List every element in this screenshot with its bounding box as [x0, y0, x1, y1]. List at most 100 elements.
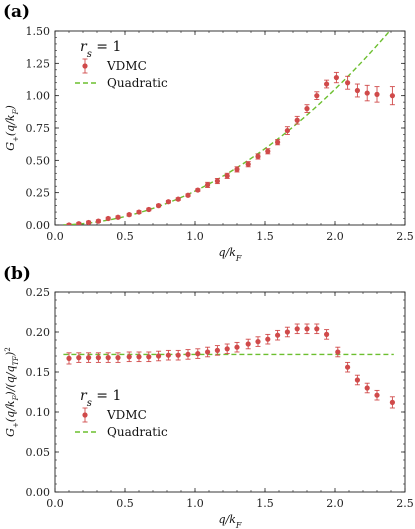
y-tick-label: 0.05 — [26, 446, 51, 459]
legend-vdmc-marker — [82, 412, 88, 418]
vdmc-point — [389, 399, 395, 405]
vdmc-point — [165, 199, 171, 205]
vdmc-point — [294, 326, 300, 332]
y-tick-label: 0.25 — [26, 286, 51, 299]
x-axis-label: q/kF — [219, 513, 242, 529]
vdmc-point — [324, 331, 330, 337]
y-tick-label: 1.50 — [26, 25, 51, 38]
x-tick-label: 2.5 — [396, 497, 414, 510]
vdmc-point — [156, 203, 162, 209]
vdmc-point — [245, 161, 251, 167]
vdmc-point — [146, 354, 152, 360]
y-tick-label: 0.15 — [26, 366, 51, 379]
y-axis-label: G+(q/kF) — [4, 105, 20, 151]
vdmc-point — [335, 349, 341, 355]
vdmc-point — [345, 80, 351, 86]
legend-quadratic-label: Quadratic — [107, 425, 168, 439]
plot-area — [63, 31, 395, 225]
vdmc-point — [265, 336, 271, 342]
vdmc-point — [205, 182, 211, 188]
vdmc-point — [66, 222, 72, 225]
vdmc-point — [185, 192, 191, 198]
x-tick-label: 2.0 — [326, 497, 344, 510]
vdmc-point — [245, 341, 251, 347]
vdmc-point — [205, 349, 211, 355]
rs-annotation: rs = 1 — [80, 388, 121, 409]
legend-vdmc-marker — [82, 63, 88, 69]
vdmc-point — [284, 127, 290, 134]
legend-quadratic-label: Quadratic — [107, 76, 168, 90]
vdmc-point — [314, 93, 320, 99]
vdmc-point — [136, 354, 142, 360]
vdmc-point — [389, 93, 395, 99]
x-tick-label: 1.5 — [256, 497, 274, 510]
vdmc-point — [126, 354, 132, 360]
panel-label: (b) — [3, 264, 31, 284]
y-tick-label: 0.25 — [26, 187, 51, 200]
vdmc-point — [324, 81, 330, 87]
y-axis-label: G+(q/kF)/(q/qTF)2 — [4, 347, 20, 437]
x-tick-label: 2.5 — [396, 230, 414, 243]
y-tick-label: 1.00 — [26, 90, 51, 103]
plot-area — [63, 323, 395, 409]
vdmc-point — [284, 329, 290, 335]
vdmc-point — [333, 74, 339, 81]
y-tick-label: 0.10 — [26, 406, 51, 419]
vdmc-point — [354, 87, 360, 94]
vdmc-point — [224, 173, 230, 179]
legend-vdmc-label: VDMC — [106, 408, 147, 422]
x-tick-label: 1.5 — [256, 230, 274, 243]
vdmc-point — [275, 139, 281, 145]
vdmc-point — [175, 352, 181, 358]
vdmc-point — [255, 153, 261, 160]
vdmc-point — [364, 385, 370, 391]
vdmc-point — [66, 355, 72, 361]
vdmc-point — [185, 351, 191, 357]
y-tick-label: 0.50 — [26, 154, 51, 167]
vdmc-point — [275, 332, 281, 338]
vdmc-point — [214, 178, 220, 184]
y-tick-label: 0.00 — [26, 486, 51, 499]
x-tick-label: 1.0 — [186, 230, 204, 243]
chart-panel-b: (b) 0.0 0.5 1.0 1.5 2.0 2.5 0.00 0.05 0.10 0.15 0.2… — [3, 264, 414, 529]
x-tick-label: 1.0 — [186, 497, 204, 510]
y-tick-label: 0.20 — [26, 326, 51, 339]
vdmc-point — [115, 355, 121, 361]
vdmc-point — [86, 355, 92, 361]
vdmc-point — [374, 392, 380, 398]
y-tick-label: 0.75 — [26, 122, 51, 135]
vdmc-point — [214, 347, 220, 353]
vdmc-point — [136, 209, 142, 215]
vdmc-point — [224, 346, 230, 352]
vdmc-point — [105, 355, 111, 361]
x-tick-label: 2.0 — [326, 230, 344, 243]
plot-frame — [54, 291, 406, 493]
legend-vdmc-label: VDMC — [106, 59, 147, 73]
x-tick-label: 0.5 — [116, 230, 134, 243]
vdmc-point — [364, 90, 370, 96]
quadratic-line — [63, 31, 391, 225]
vdmc-point — [354, 377, 360, 383]
vdmc-point — [234, 166, 240, 172]
vdmc-point — [304, 326, 310, 332]
vdmc-point — [126, 212, 132, 218]
vdmc-point — [345, 364, 351, 370]
vdmc-point — [175, 196, 181, 202]
vdmc-point — [105, 215, 111, 222]
vdmc-point — [76, 355, 82, 361]
y-tick-label: 0.00 — [26, 219, 51, 232]
vdmc-point — [304, 106, 310, 112]
vdmc-point — [314, 326, 320, 332]
vdmc-point — [265, 148, 271, 154]
vdmc-point — [165, 352, 171, 358]
vdmc-point — [294, 117, 300, 123]
chart-panel-a: (a) 0.0 0.5 1.0 1.5 2.0 2.5 0.00 0.25 0.50 0.75 1.0… — [3, 2, 414, 263]
vdmc-point — [234, 344, 240, 350]
vdmc-point — [86, 219, 92, 225]
x-axis-label: q/kF — [219, 246, 242, 263]
vdmc-point — [115, 214, 121, 220]
vdmc-point — [255, 339, 261, 345]
vdmc-point — [95, 218, 101, 224]
panel-label: (a) — [3, 2, 30, 22]
